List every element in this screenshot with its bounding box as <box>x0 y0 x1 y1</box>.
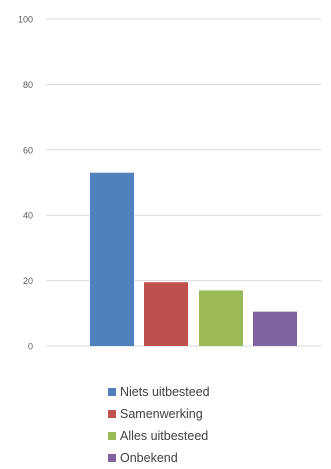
bar-samenwerking <box>144 282 188 346</box>
chart-legend: Niets uitbesteed Samenwerking Alles uitb… <box>108 381 210 469</box>
legend-item-alles-uitbesteed: Alles uitbesteed <box>108 425 210 447</box>
bar-niets-uitbesteed <box>90 172 134 346</box>
legend-item-samenwerking: Samenwerking <box>108 403 210 425</box>
legend-item-niets-uitbesteed: Niets uitbesteed <box>108 381 210 403</box>
y-tick-label: 60 <box>23 145 33 155</box>
bar-chart: 0 20 40 60 80 100 <box>18 15 321 352</box>
bar-onbekend <box>253 311 297 346</box>
bar-alles-uitbesteed <box>199 290 243 346</box>
y-tick-label: 40 <box>23 211 33 221</box>
legend-label: Alles uitbesteed <box>120 429 209 443</box>
y-tick-label: 20 <box>23 276 33 286</box>
y-tick-label: 0 <box>28 342 33 352</box>
legend-label: Samenwerking <box>120 407 203 421</box>
legend-swatch <box>108 432 116 440</box>
y-tick-label: 100 <box>18 15 33 25</box>
legend-label: Niets uitbesteed <box>120 385 210 399</box>
legend-swatch <box>108 410 116 418</box>
legend-swatch <box>108 388 116 396</box>
y-tick-label: 80 <box>23 80 33 90</box>
legend-label: Onbekend <box>120 451 178 465</box>
legend-swatch <box>108 454 116 462</box>
legend-item-onbekend: Onbekend <box>108 447 210 469</box>
